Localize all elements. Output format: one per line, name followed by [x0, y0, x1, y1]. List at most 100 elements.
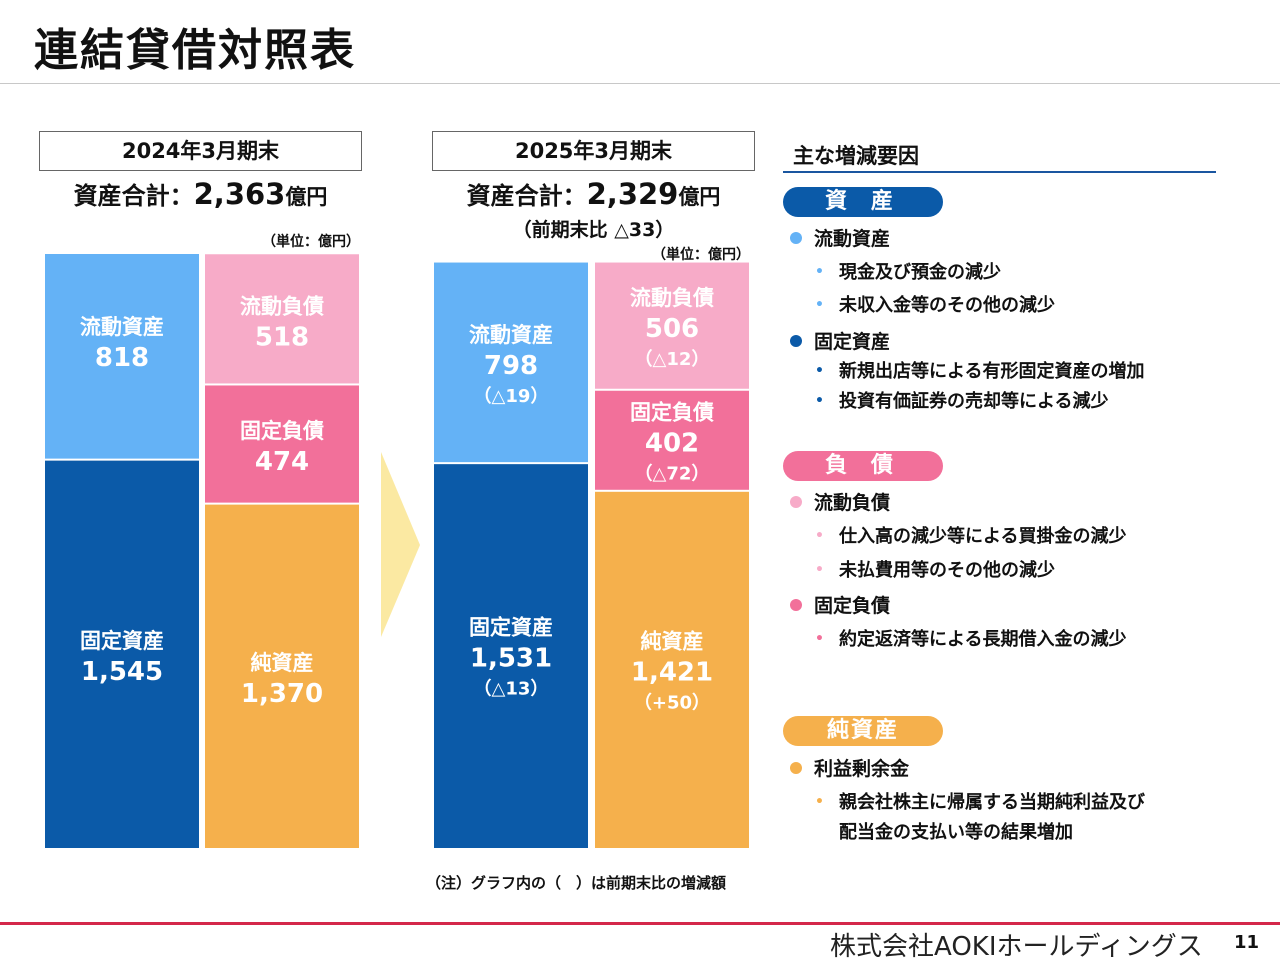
bar-segment-2-1 — [434, 463, 588, 848]
segment-separator — [205, 502, 359, 505]
bullet-icon: • — [815, 393, 824, 409]
total-prefix: 資産合計： — [73, 182, 194, 210]
segment-change-label: （+50） — [634, 692, 710, 713]
total-unit: 億円 — [285, 185, 328, 209]
segment-name-label: 流動資産 — [469, 323, 553, 347]
bar-segment-1-1 — [205, 384, 359, 504]
unit-note-2024: （単位：億円） — [262, 234, 360, 250]
segment-separator — [45, 458, 199, 461]
category-assets-pill: 資 産 — [783, 187, 943, 217]
bullet-icon: • — [815, 562, 824, 578]
factor-label: 利益剰余金 — [814, 758, 910, 780]
segment-name-label: 流動資産 — [80, 315, 164, 339]
bar-segment-2-0 — [434, 262, 588, 464]
total-value: 2,329 — [586, 177, 679, 211]
factor-sub: • 未収入金等のその他の減少 — [815, 291, 1055, 317]
factors-divider — [783, 171, 1216, 173]
factor-label: 固定資産 — [814, 331, 891, 353]
segment-separator — [595, 388, 749, 391]
factor-sub-text: 未収入金等のその他の減少 — [839, 295, 1055, 316]
total-assets-2024: 資産合計：2,363億円 — [39, 176, 362, 211]
bar-segment-1-2 — [205, 503, 359, 848]
segment-name-label: 固定負債 — [240, 419, 324, 443]
bullet-icon: • — [815, 297, 824, 313]
factor-sub-text: 未払費用等のその他の減少 — [839, 560, 1055, 581]
bullet-dot-icon — [790, 762, 802, 774]
bar-segment-0-0 — [45, 254, 199, 460]
factor-sub-text: 親会社株主に帰属する当期純利益及び — [839, 792, 1145, 813]
segment-name-label: 純資産 — [641, 629, 704, 653]
factor-sub: • 未払費用等のその他の減少 — [815, 556, 1055, 582]
segment-name-label: 固定資産 — [469, 616, 553, 640]
segment-name-label: 固定負債 — [630, 400, 714, 424]
total-assets-2025: 資産合計：2,329億円 — [432, 176, 755, 211]
balance-sheet-chart: 流動資産 818 固定資産 1,545 流動負債 518 固定負債 474 純資産 1,370 流動… — [45, 254, 749, 848]
factor-current-assets: 流動資産 — [790, 224, 890, 251]
page-title: 連結貸借対照表 — [34, 25, 356, 76]
factor-label: 流動負債 — [814, 492, 891, 514]
segment-value-label: 518 — [255, 322, 309, 352]
segment-change-label: （△13） — [474, 679, 549, 700]
segment-change-label: （△19） — [474, 386, 549, 407]
factor-sub: • 親会社株主に帰属する当期純利益及び — [815, 788, 1145, 814]
factor-sub: • 投資有価証券の売却等による減少 — [815, 387, 1108, 413]
segment-name-label: 純資産 — [251, 651, 314, 675]
bar-segment-3-1 — [595, 389, 749, 491]
bar-segment-1-0 — [205, 254, 359, 385]
segment-value-label: 798 — [484, 351, 538, 381]
category-liabilities-pill: 負 債 — [783, 451, 943, 481]
factor-sub-text: 仕入高の減少等による買掛金の減少 — [839, 526, 1127, 547]
bullet-icon: • — [815, 264, 824, 280]
page-number: 11 — [1234, 932, 1260, 953]
bullet-dot-icon — [790, 232, 802, 244]
factor-sub-continued: 配当金の支払い等の結果増加 — [839, 822, 1073, 843]
bullet-icon: • — [815, 363, 824, 379]
factor-sub: • 仕入高の減少等による買掛金の減少 — [815, 522, 1126, 548]
segment-separator — [205, 383, 359, 386]
segment-value-label: 1,421 — [631, 657, 713, 687]
factor-fixed-assets: 固定資産 — [790, 327, 890, 354]
segment-value-label: 1,531 — [470, 644, 552, 674]
segment-name-label: 固定資産 — [80, 629, 164, 653]
segment-value-label: 402 — [645, 428, 699, 458]
bullet-dot-icon — [790, 496, 802, 508]
title-divider — [0, 83, 1280, 84]
factor-sub: • 新規出店等による有形固定資産の増加 — [815, 357, 1144, 383]
transition-arrow-icon — [381, 452, 420, 637]
segment-name-label: 流動負債 — [630, 286, 714, 310]
total-change-2025: （前期末比 △33） — [512, 219, 675, 241]
factors-title: 主な増減要因 — [793, 144, 919, 168]
factor-sub-text: 現金及び預金の減少 — [839, 262, 1001, 283]
bar-segment-3-0 — [595, 262, 749, 390]
segment-change-label: （△12） — [635, 349, 710, 370]
factor-retained-earnings: 利益剰余金 — [790, 754, 909, 781]
segment-value-label: 818 — [95, 343, 149, 373]
segment-name-label: 流動負債 — [240, 294, 324, 318]
footer-divider — [0, 922, 1280, 925]
bar-segment-0-1 — [45, 459, 199, 848]
period-label-2024: 2024年3月期末 — [39, 131, 362, 171]
factor-label: 固定負債 — [814, 595, 891, 617]
factor-label: 流動資産 — [814, 228, 891, 250]
company-name: 株式会社AOKIホールディングス — [830, 932, 1203, 962]
period-label-2025: 2025年3月期末 — [432, 131, 755, 171]
factor-sub-text: 約定返済等による長期借入金の減少 — [839, 629, 1127, 650]
bullet-icon: • — [815, 794, 824, 810]
unit-note-2025: （単位：億円） — [652, 247, 750, 263]
bullet-icon: • — [815, 528, 824, 544]
bar-segment-3-2 — [595, 490, 749, 848]
bullet-dot-icon — [790, 599, 802, 611]
segment-change-label: （△72） — [635, 463, 710, 484]
bullet-dot-icon — [790, 335, 802, 347]
total-value: 2,363 — [193, 177, 286, 211]
factor-sub: • 現金及び預金の減少 — [815, 258, 1001, 284]
category-net-assets-pill: 純資産 — [783, 716, 943, 746]
factor-current-liabilities: 流動負債 — [790, 488, 890, 515]
factor-sub: • 約定返済等による長期借入金の減少 — [815, 625, 1126, 651]
factor-fixed-liabilities: 固定負債 — [790, 591, 890, 618]
total-prefix: 資産合計： — [466, 182, 587, 210]
segment-separator — [595, 489, 749, 492]
segment-value-label: 1,545 — [81, 657, 163, 687]
chart-footnote: （注）グラフ内の（ ）は前期末比の増減額 — [426, 874, 727, 892]
segment-value-label: 474 — [255, 447, 309, 477]
